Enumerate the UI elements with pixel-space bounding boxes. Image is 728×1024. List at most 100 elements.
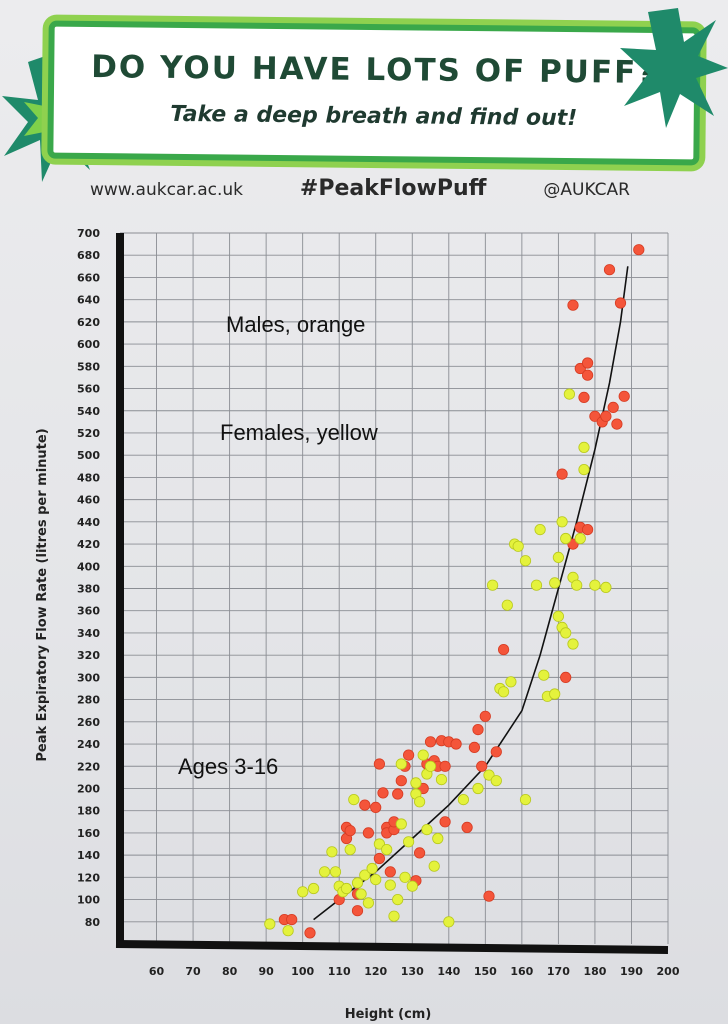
x-tick-190: 190 [620, 965, 643, 978]
female-point-2 [297, 886, 309, 898]
female-point-35 [428, 860, 440, 872]
y-tick-520: 520 [77, 427, 100, 440]
male-point-50 [581, 357, 594, 369]
female-point-1 [282, 925, 294, 937]
female-point-16 [366, 862, 378, 875]
y-tick-660: 660 [77, 271, 100, 284]
female-point-69 [578, 463, 590, 476]
female-point-50 [519, 793, 532, 806]
male-point-53 [600, 410, 612, 422]
ages-note: Ages 3-16 [178, 754, 279, 779]
males-note: Males, orange [226, 312, 366, 337]
male-point-48 [578, 391, 590, 403]
male-point-1 [286, 913, 298, 926]
female-point-26 [402, 836, 415, 848]
female-point-57 [549, 577, 561, 589]
y-tick-labels: 80 100 120 140 160 180 200 220 240 260 280 300 320 34… [77, 227, 100, 929]
male-point-59 [633, 244, 645, 256]
male-point-14 [377, 787, 389, 799]
x-tick-140: 140 [437, 965, 460, 978]
x-tick-120: 120 [364, 965, 387, 978]
male-point-42 [490, 746, 502, 758]
female-point-23 [395, 818, 407, 830]
x-tick-170: 170 [547, 965, 570, 978]
female-point-47 [505, 676, 517, 688]
male-point-40 [479, 710, 491, 722]
male-point-23 [402, 749, 415, 761]
chart-axes [115, 233, 669, 954]
x-tick-70: 70 [185, 965, 201, 978]
female-point-67 [571, 579, 583, 591]
male-point-49 [581, 369, 594, 381]
female-point-38 [443, 916, 455, 928]
female-point-70 [578, 441, 590, 453]
x-tick-180: 180 [583, 965, 606, 978]
female-point-72 [600, 581, 612, 594]
y-tick-460: 460 [77, 494, 100, 507]
female-point-68 [574, 532, 586, 545]
x-tick-labels: 60 70 80 90 100 110 120 130 140 150 160 170 180 190 20… [149, 965, 680, 978]
male-point-11 [370, 801, 382, 814]
female-point-37 [435, 773, 448, 786]
male-point-10 [362, 827, 374, 839]
y-tick-500: 500 [77, 449, 100, 462]
y-tick-340: 340 [77, 627, 100, 640]
male-point-6 [344, 825, 356, 837]
male-point-35 [450, 738, 462, 750]
y-tick-180: 180 [77, 805, 100, 818]
male-point-21 [395, 775, 407, 787]
y-tick-360: 360 [77, 605, 100, 618]
female-point-3 [307, 882, 320, 895]
y-tick-260: 260 [77, 716, 100, 729]
male-point-37 [468, 741, 480, 754]
male-point-36 [461, 821, 473, 834]
trend-line [313, 266, 629, 921]
series-females [264, 388, 612, 937]
male-point-13 [373, 852, 385, 865]
x-tick-60: 60 [149, 965, 165, 978]
y-tick-700: 700 [77, 227, 100, 240]
female-point-4 [318, 866, 331, 878]
y-tick-80: 80 [85, 916, 101, 929]
male-point-25 [413, 847, 426, 859]
female-point-59 [552, 551, 565, 564]
male-point-9 [359, 799, 371, 811]
female-point-63 [560, 532, 572, 545]
y-tick-200: 200 [77, 782, 100, 795]
male-point-55 [607, 401, 619, 413]
female-point-31 [417, 749, 429, 761]
y-tick-600: 600 [77, 338, 100, 351]
y-tick-300: 300 [77, 671, 100, 684]
females-note: Females, yellow [220, 420, 378, 445]
y-tick-120: 120 [77, 871, 100, 884]
x-tick-160: 160 [510, 965, 533, 978]
female-point-62 [560, 627, 572, 639]
male-point-62 [581, 523, 594, 536]
y-tick-240: 240 [77, 738, 100, 751]
male-point-41 [483, 890, 495, 902]
male-point-43 [497, 643, 510, 656]
y-tick-480: 480 [77, 471, 100, 484]
female-point-22 [392, 893, 404, 906]
twitter-handle[interactable]: @AUKCAR [543, 180, 630, 200]
male-point-45 [560, 671, 572, 684]
data-points [264, 244, 645, 939]
male-point-57 [614, 297, 627, 309]
female-point-42 [486, 579, 499, 591]
website-link[interactable]: www.aukcar.ac.uk [90, 180, 243, 200]
female-point-27 [406, 880, 418, 892]
y-axis-label: Peak Expiratory Flow Rate (litres per mi… [35, 428, 50, 761]
female-point-28 [410, 777, 422, 789]
male-point-46 [567, 299, 579, 311]
y-tick-620: 620 [77, 316, 100, 329]
y-tick-280: 280 [77, 694, 100, 707]
male-point-32 [439, 816, 451, 828]
male-point-17 [384, 866, 396, 878]
female-point-40 [472, 782, 484, 795]
female-point-51 [519, 555, 532, 567]
female-point-34 [424, 760, 437, 772]
female-point-10 [344, 843, 356, 856]
female-point-56 [549, 688, 561, 700]
female-point-66 [567, 638, 579, 650]
